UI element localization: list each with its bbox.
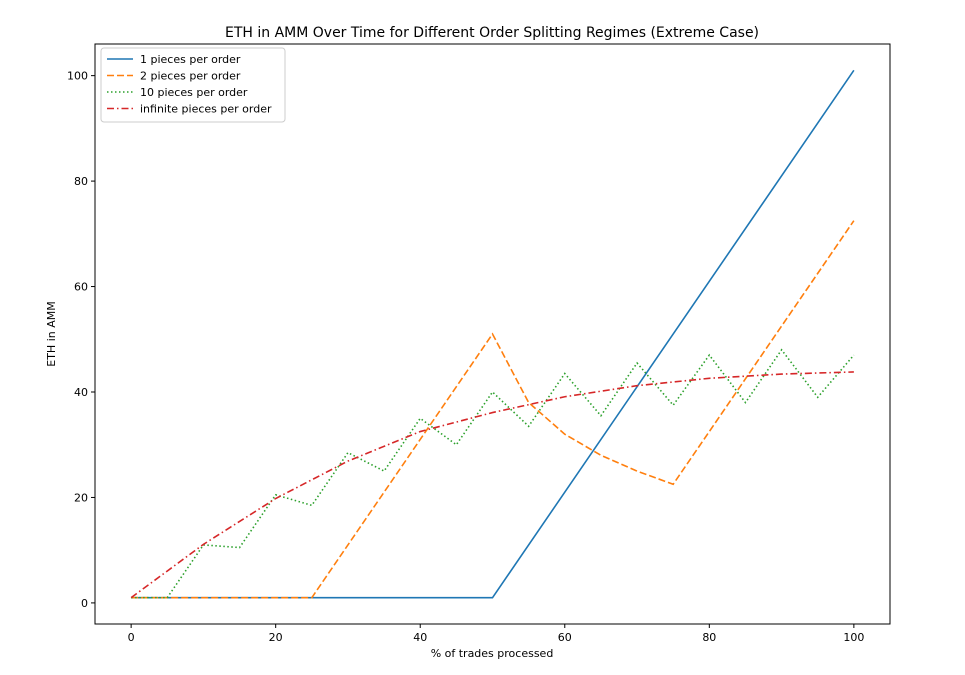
x-tick-label-3: 60 [558,631,572,644]
x-tick-label-4: 80 [702,631,716,644]
ticks-layer: 0 20 40 60 80 100 0 20 40 60 80 100 [67,70,864,644]
lines-layer [130,69,855,599]
y-tick-label-1: 20 [74,491,88,504]
y-tick-label-5: 100 [67,70,88,83]
series-line-3 [130,371,854,599]
chart-title: ETH in AMM Over Time for Different Order… [225,25,759,41]
x-tick-label-5: 100 [843,631,864,644]
legend: 1 pieces per order 2 pieces per order 10 p… [100,47,286,123]
x-tick-label-2: 40 [413,631,427,644]
series-line-2 [131,348,855,599]
legend-label-3: infinite pieces per order [140,103,272,116]
legend-label-0: 1 pieces per order [140,53,241,66]
legend-label-2: 10 pieces per order [140,86,248,99]
x-axis-label: % of trades processed [431,647,554,660]
y-tick-label-0: 0 [81,597,88,610]
series-line-1 [131,220,855,599]
legend-box [100,47,286,123]
y-tick-label-3: 60 [74,281,88,294]
x-tick-label-0: 0 [128,631,135,644]
x-tick-label-1: 20 [269,631,283,644]
plot-frame [94,43,891,625]
legend-label-1: 2 pieces per order [140,70,241,83]
y-tick-label-2: 40 [74,386,88,399]
y-tick-label-4: 80 [74,175,88,188]
y-axis-label: ETH in AMM [45,301,58,366]
